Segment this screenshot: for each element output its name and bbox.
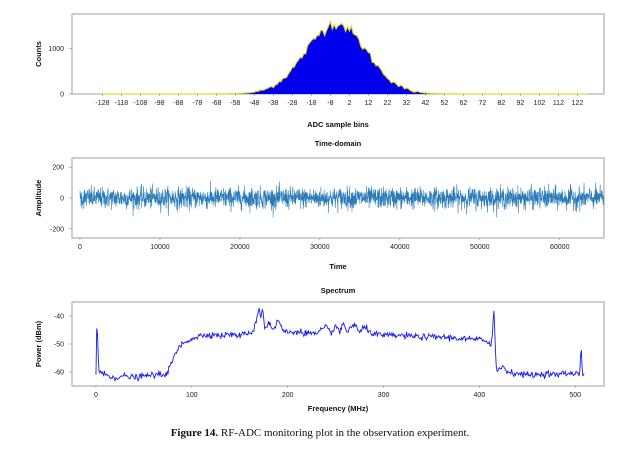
spectrum-x-ticks: 0 100 200 300 400 500 — [94, 386, 581, 399]
time-domain-line — [79, 180, 605, 218]
histogram-x-tick-label: -128 — [95, 100, 109, 107]
spectrum-x-tick-label: 200 — [282, 392, 294, 399]
time-domain-y-tick-label: -200 — [50, 226, 64, 233]
spectrum-panel: Spectrum -40 -50 -60 0 100 200 300 400 500 Freq… — [34, 286, 605, 413]
histogram-x-tick-label: -98 — [154, 100, 164, 107]
time-domain-y-tick-label: 200 — [52, 165, 64, 172]
time-domain-y-label: Amplitude — [34, 180, 43, 217]
spectrum-line — [95, 307, 585, 383]
spectrum-y-ticks: -40 -50 -60 — [54, 314, 72, 377]
histogram-x-tick-label: 12 — [365, 100, 373, 107]
time-domain-series — [79, 180, 605, 218]
time-domain-x-tick-label: 0 — [78, 244, 82, 251]
histogram-x-tick-label: -8 — [327, 100, 333, 107]
histogram-x-tick-label: -18 — [306, 100, 316, 107]
histogram-x-tick-label: -88 — [173, 100, 183, 107]
histogram-bars — [102, 19, 587, 95]
histogram-x-tick-label: 32 — [403, 100, 411, 107]
time-domain-title: Time-domain — [315, 139, 362, 148]
histogram-y-label: Counts — [34, 41, 43, 67]
histogram-x-tick-label: 102 — [534, 100, 546, 107]
time-domain-x-tick-label: 60000 — [550, 244, 570, 251]
spectrum-x-tick-label: 0 — [94, 392, 98, 399]
time-domain-x-tick-label: 40000 — [390, 244, 410, 251]
histogram-x-tick-label: 72 — [479, 100, 487, 107]
histogram-x-tick-label: 92 — [517, 100, 525, 107]
histogram-x-tick-label: 22 — [384, 100, 392, 107]
spectrum-series — [95, 307, 585, 383]
spectrum-title: Spectrum — [321, 286, 356, 295]
spectrum-x-tick-label: 100 — [186, 392, 198, 399]
histogram-fill — [102, 21, 587, 95]
spectrum-x-tick-label: 500 — [569, 392, 581, 399]
spectrum-y-tick-label: -50 — [54, 342, 64, 349]
histogram-y-tick-label: 0 — [60, 92, 64, 99]
histogram-x-tick-label: 2 — [347, 100, 351, 107]
histogram-x-tick-label: 42 — [422, 100, 430, 107]
time-domain-x-tick-label: 30000 — [310, 244, 330, 251]
histogram-x-tick-label: 122 — [572, 100, 584, 107]
time-domain-y-tick-label: 0 — [60, 196, 64, 203]
spectrum-x-label: Frequency (MHz) — [308, 404, 369, 413]
time-domain-x-label: Time — [329, 262, 346, 271]
time-domain-y-ticks: -200 0 200 — [50, 165, 72, 233]
time-domain-x-tick-label: 10000 — [150, 244, 170, 251]
histogram-x-tick-label: -48 — [249, 100, 259, 107]
histogram-outline — [102, 19, 587, 95]
histogram-y-tick-label: 1000 — [48, 46, 64, 53]
time-domain-panel: Time-domain -200 0 200 0 10000 20000 30000 400… — [34, 139, 605, 271]
spectrum-x-tick-label: 400 — [474, 392, 486, 399]
caption-label: Figure 14. — [170, 427, 219, 439]
histogram-x-tick-label: -68 — [211, 100, 221, 107]
histogram-x-tick-label: -108 — [133, 100, 147, 107]
histogram-x-tick-label: -78 — [192, 100, 202, 107]
spectrum-y-tick-label: -60 — [54, 370, 64, 377]
time-domain-x-tick-label: 50000 — [470, 244, 490, 251]
figure-caption: Figure 14. RF-ADC monitoring plot in the… — [0, 427, 640, 439]
histogram-x-tick-label: -58 — [230, 100, 240, 107]
histogram-y-ticks: 0 1000 — [48, 46, 72, 99]
time-domain-x-tick-label: 20000 — [230, 244, 250, 251]
spectrum-y-tick-label: -40 — [54, 314, 64, 321]
spectrum-y-label: Power (dBm) — [34, 320, 43, 367]
histogram-x-label: ADC sample bins — [307, 120, 369, 129]
histogram-x-tick-label: -38 — [268, 100, 278, 107]
caption-text: RF-ADC monitoring plot in the observatio… — [220, 427, 470, 439]
time-domain-x-ticks: 0 10000 20000 30000 40000 50000 60000 — [78, 238, 570, 251]
histogram-x-tick-label: -28 — [287, 100, 297, 107]
spectrum-x-tick-label: 300 — [378, 392, 390, 399]
histogram-x-tick-label: 62 — [460, 100, 468, 107]
histogram-x-tick-label: -118 — [115, 100, 129, 107]
histogram-x-tick-label: 52 — [441, 100, 449, 107]
histogram-x-tick-label: 112 — [553, 100, 564, 107]
histogram-x-tick-label: 82 — [498, 100, 506, 107]
histogram-x-ticks: -128 -118 -108 -98 -88 -78 -68 -58 -48 -38 -28 -18 -… — [95, 94, 583, 107]
